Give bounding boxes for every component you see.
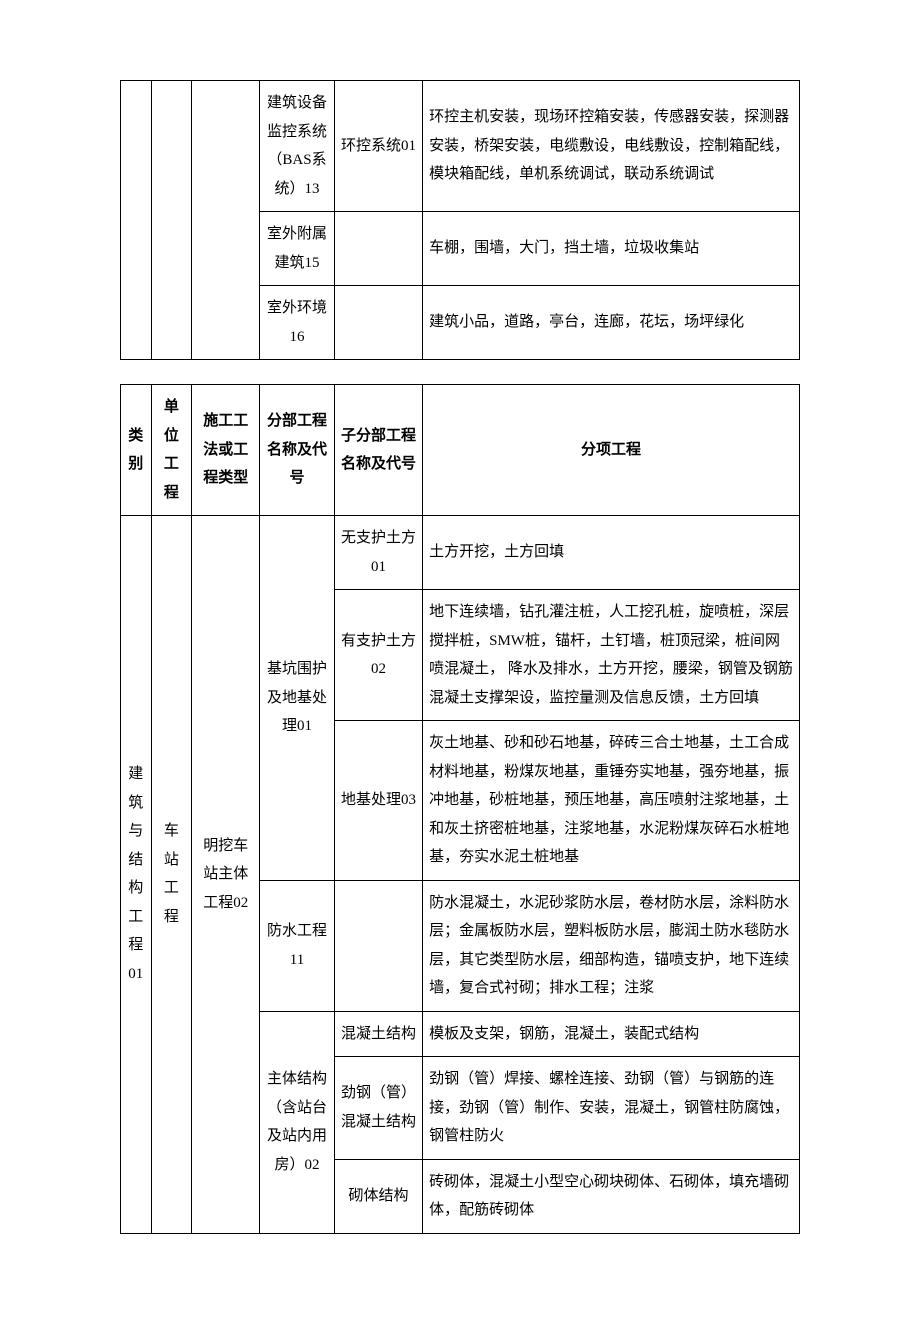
cell-blank <box>121 81 152 360</box>
table-fragment-top: 建筑设备监控系统（BAS系统）13 环控系统01 环控主机安装，现场环控箱安装，… <box>120 80 800 360</box>
cell-items: 防水混凝土，水泥砂浆防水层，卷材防水层，涂料防水层；金属板防水层，塑料板防水层，… <box>423 880 800 1011</box>
header-method: 施工工法或工程类型 <box>192 385 260 516</box>
cell-sub: 砌体结构 <box>334 1159 422 1233</box>
cell-blank <box>151 81 192 360</box>
cell-items: 灰土地基、砂和砂石地基，碎砖三合土地基，土工合成材料地基，粉煤灰地基，重锤夯实地… <box>423 721 800 881</box>
cell-items: 模板及支架，钢筋，混凝土，装配式结构 <box>423 1011 800 1057</box>
header-unit: 单位工程 <box>151 385 192 516</box>
cell-sub: 地基处理03 <box>334 721 422 881</box>
cell-sub: 有支护土方02 <box>334 590 422 721</box>
cell-part: 防水工程11 <box>260 880 335 1011</box>
header-subpart: 子分部工程名称及代号 <box>334 385 422 516</box>
cell-sub: 劲钢（管）混凝土结构 <box>334 1057 422 1160</box>
cell-sub <box>334 286 422 360</box>
table-row: 建筑设备监控系统（BAS系统）13 环控系统01 环控主机安装，现场环控箱安装，… <box>121 81 800 212</box>
cell-category: 建筑与结构工程01 <box>121 516 152 1234</box>
cell-sub <box>334 212 422 286</box>
header-items: 分项工程 <box>423 385 800 516</box>
cell-part: 室外环境16 <box>260 286 335 360</box>
table-main: 类别 单位工程 施工工法或工程类型 分部工程名称及代号 子分部工程名称及代号 分… <box>120 384 800 1234</box>
cell-part: 建筑设备监控系统（BAS系统）13 <box>260 81 335 212</box>
cell-items: 建筑小品，道路，亭台，连廊，花坛，场坪绿化 <box>423 286 800 360</box>
cell-blank <box>192 81 260 360</box>
cell-items: 车棚，围墙，大门，挡土墙，垃圾收集站 <box>423 212 800 286</box>
cell-items: 砖砌体，混凝土小型空心砌块砌体、石砌体，填充墙砌体，配筋砖砌体 <box>423 1159 800 1233</box>
table-header-row: 类别 单位工程 施工工法或工程类型 分部工程名称及代号 子分部工程名称及代号 分… <box>121 385 800 516</box>
cell-part: 基坑围护及地基处理01 <box>260 516 335 881</box>
cell-items: 环控主机安装，现场环控箱安装，传感器安装，探测器安装，桥架安装，电缆敷设，电线敷… <box>423 81 800 212</box>
cell-items: 劲钢（管）焊接、螺栓连接、劲钢（管）与钢筋的连接，劲钢（管）制作、安装，混凝土，… <box>423 1057 800 1160</box>
cell-part: 主体结构（含站台及站内用房）02 <box>260 1011 335 1233</box>
cell-sub: 环控系统01 <box>334 81 422 212</box>
header-part: 分部工程名称及代号 <box>260 385 335 516</box>
cell-items: 土方开挖，土方回填 <box>423 516 800 590</box>
header-category: 类别 <box>121 385 152 516</box>
cell-sub <box>334 880 422 1011</box>
cell-items: 地下连续墙，钻孔灌注桩，人工挖孔桩，旋喷桩，深层搅拌桩，SMW桩，锚杆，土钉墙，… <box>423 590 800 721</box>
cell-sub: 无支护土方01 <box>334 516 422 590</box>
cell-part: 室外附属建筑15 <box>260 212 335 286</box>
cell-sub: 混凝土结构 <box>334 1011 422 1057</box>
cell-method: 明挖车站主体工程02 <box>192 516 260 1234</box>
cell-unit: 车站工程 <box>151 516 192 1234</box>
table-row: 建筑与结构工程01 车站工程 明挖车站主体工程02 基坑围护及地基处理01 无支… <box>121 516 800 590</box>
